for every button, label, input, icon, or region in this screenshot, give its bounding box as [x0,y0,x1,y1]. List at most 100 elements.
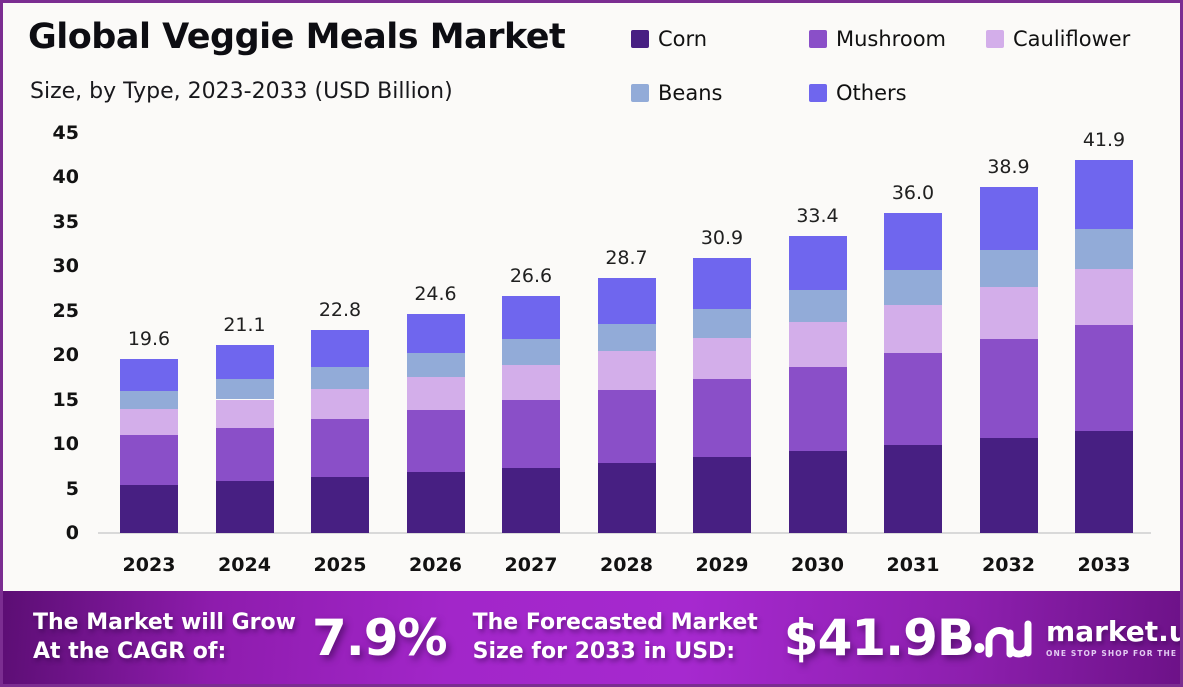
bar-segment-beans [215,379,274,400]
legend-item: Others [809,81,986,105]
legend-label: Mushroom [836,27,947,51]
forecast-label-line1: The Forecasted Market [472,610,758,636]
bar-value-label: 21.1 [223,314,266,337]
forecast-label: The Forecasted Market Size for 2033 in U… [473,609,758,665]
bar-segment-beans [693,308,751,339]
x-axis-label: 2029 [695,554,749,576]
y-axis-tick: 25 [52,299,79,322]
bar-segment-beans [311,366,369,389]
bar-value-label: 41.9 [1082,129,1126,152]
y-axis-tick: 40 [52,166,79,188]
bar-segment-others [311,330,369,367]
bar-segment-mushroom [788,366,847,452]
legend-swatch-icon [631,30,649,48]
legend-label: Cauliflower [1013,27,1131,51]
legend-item: Mushroom [809,27,986,51]
x-axis-label: 2033 [1077,554,1131,576]
legend-swatch-icon [631,84,649,102]
bar-segment-corn [597,462,656,533]
forecast-value: $41.9B [783,608,975,667]
bar-segment-corn [502,468,560,533]
bar-segment-others [597,277,656,324]
bar-segment-others [1075,160,1133,229]
bar-segment-others [406,314,465,354]
bar-segment-corn [215,481,274,533]
logo-text-block: market.us ONE STOP SHOP FOR THE REPORTS [1046,614,1180,658]
bar-value-label: 24.6 [414,283,457,306]
legend-item: Cauliflower [986,27,1130,51]
bar-segment-others [120,358,178,391]
x-axis-label: 2025 [313,554,367,576]
legend-swatch-icon [809,30,827,48]
bar-segment-corn [120,484,178,533]
x-axis-label: 2024 [218,554,271,576]
chart-title: Global Veggie Meals Market [28,17,566,57]
y-axis-tick: 5 [65,477,79,500]
legend-label: Corn [658,27,708,51]
bar-value-label: 36.0 [891,181,935,204]
bar-segment-others [215,345,274,380]
x-axis-label: 2027 [504,554,558,576]
bar-value-label: 26.6 [509,265,553,288]
bar-segment-mushroom [693,379,751,458]
bar-value-label: 33.4 [796,204,839,227]
bar-segment-beans [884,270,942,306]
x-axis-label: 2030 [791,554,844,576]
bar-value-label: 38.9 [987,155,1030,178]
bar-segment-mushroom [597,389,656,463]
bar-value-label: 30.9 [700,226,744,249]
bar-segment-corn [884,444,942,533]
marketus-squiggle-icon [974,620,1032,657]
bottom-banner: The Market will Grow At the CAGR of: 7.9… [3,591,1180,684]
legend-item: Corn [631,27,809,51]
bar-segment-corn [1075,430,1133,533]
bar-segment-cauliflower [884,305,942,354]
bar-segment-corn [406,472,465,533]
bar-segment-beans [502,338,560,365]
y-axis-tick: 10 [52,433,79,455]
marketus-logo: market.us ONE STOP SHOP FOR THE REPORTS [974,613,1180,663]
legend-label: Others [836,81,907,105]
y-axis-tick: 0 [65,522,79,544]
chart-legend: Corn Mushroom Cauliflower Beans Others [631,27,1130,105]
x-axis-label: 2032 [982,554,1035,576]
bar-segment-cauliflower [1075,268,1133,325]
bar-segment-mushroom [215,427,274,482]
x-axis-label: 2023 [122,554,176,576]
bar-segment-others [788,235,847,291]
bar-segment-corn [788,451,847,533]
bar-segment-others [693,257,751,309]
legend-swatch-icon [809,84,827,102]
legend-item: Beans [631,81,809,105]
bar-segment-cauliflower [406,377,465,411]
x-axis-label: 2028 [600,554,653,576]
bar-segment-cauliflower [120,409,178,436]
forecast-label-line2: Size for 2033 in USD: [472,638,736,664]
bar-segment-cauliflower [502,364,560,401]
bar-segment-beans [120,390,178,410]
bar-segment-cauliflower [597,351,656,390]
bar-value-label: 22.8 [318,299,362,322]
legend-swatch-icon [986,30,1004,48]
cagr-label-line2: At the CAGR of: [33,638,227,664]
bar-segment-cauliflower [311,388,369,420]
plot-area: 0 5 10 15 20 25 30 35 40 45 19.6 2023 21.1 2024 22.8 20… [3,3,1180,598]
bar-segment-mushroom [1075,324,1133,431]
bar-segment-beans [597,323,656,352]
y-axis-tick: 20 [52,344,79,366]
bar-segment-others [502,296,560,339]
bar-segment-mushroom [120,435,178,485]
bar-segment-beans [788,290,847,323]
bar-segment-mushroom [884,353,942,445]
bar-segment-corn [979,437,1038,533]
bar-segment-corn [311,476,369,533]
bar-segment-others [979,186,1038,250]
y-axis-tick: 45 [52,121,79,144]
bar-segment-mushroom [979,338,1038,438]
bar-segment-cauliflower [215,399,274,428]
logo-wordmark: market.us [1046,614,1180,648]
bar-segment-others [884,212,942,271]
bar-segment-mushroom [311,419,369,477]
bar-segment-beans [979,249,1038,288]
